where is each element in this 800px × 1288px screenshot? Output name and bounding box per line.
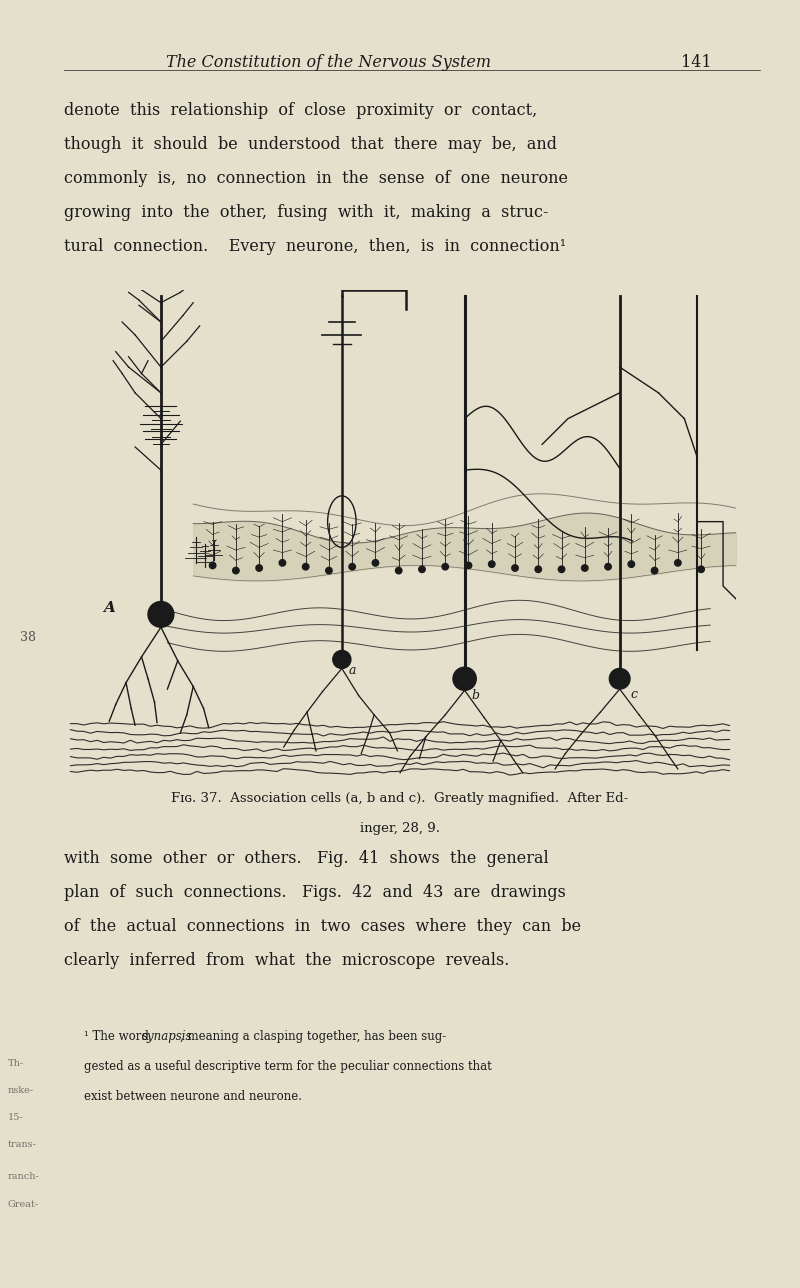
Text: A: A	[102, 600, 114, 614]
Circle shape	[605, 564, 611, 569]
Text: synapsis: synapsis	[142, 1030, 192, 1043]
Circle shape	[326, 567, 332, 574]
Circle shape	[333, 650, 351, 668]
Circle shape	[442, 564, 449, 569]
Text: denote  this  relationship  of  close  proximity  or  contact,: denote this relationship of close proxim…	[64, 102, 538, 118]
Text: gested as a useful descriptive term for the peculiar connections that: gested as a useful descriptive term for …	[84, 1060, 492, 1073]
Circle shape	[395, 567, 402, 574]
Text: clearly  inferred  from  what  the  microscope  reveals.: clearly inferred from what the microscop…	[64, 953, 510, 970]
Text: plan  of  such  connections.   Figs.  42  and  43  are  drawings: plan of such connections. Figs. 42 and 4…	[64, 884, 566, 902]
Text: Great-: Great-	[8, 1200, 39, 1209]
Circle shape	[558, 567, 565, 572]
Circle shape	[582, 564, 588, 572]
Circle shape	[628, 562, 634, 568]
Text: tural  connection.    Every  neurone,  then,  is  in  connection¹: tural connection. Every neurone, then, i…	[64, 238, 566, 255]
Text: c: c	[630, 688, 637, 701]
Text: with  some  other  or  others.   Fig.  41  shows  the  general: with some other or others. Fig. 41 shows…	[64, 850, 549, 867]
Circle shape	[512, 564, 518, 572]
Circle shape	[349, 564, 355, 569]
Circle shape	[233, 567, 239, 574]
Circle shape	[610, 668, 630, 689]
Text: trans-: trans-	[8, 1140, 37, 1149]
Circle shape	[372, 559, 378, 567]
Circle shape	[651, 567, 658, 574]
Circle shape	[489, 562, 495, 568]
Text: Fɪɢ. 37.  Association cells (a, b and c).  Greatly magnified.  After Ed-: Fɪɢ. 37. Association cells (a, b and c).…	[171, 792, 629, 805]
Text: Th-: Th-	[8, 1059, 24, 1068]
Text: b: b	[471, 689, 479, 702]
Text: nske-: nske-	[8, 1086, 34, 1095]
Circle shape	[256, 564, 262, 572]
Circle shape	[466, 562, 472, 569]
Text: commonly  is,  no  connection  in  the  sense  of  one  neurone: commonly is, no connection in the sense …	[64, 170, 568, 187]
Text: exist between neurone and neurone.: exist between neurone and neurone.	[84, 1090, 302, 1103]
Text: inger, 28, 9.: inger, 28, 9.	[360, 822, 440, 835]
Circle shape	[302, 564, 309, 569]
Circle shape	[148, 601, 174, 627]
Text: ​, meaning a clasping together, has been sug-: ​, meaning a clasping together, has been…	[180, 1030, 446, 1043]
Circle shape	[418, 567, 426, 572]
Text: ¹ The word ​: ¹ The word ​	[84, 1030, 153, 1043]
Text: though  it  should  be  understood  that  there  may  be,  and: though it should be understood that ther…	[64, 137, 557, 153]
Text: growing  into  the  other,  fusing  with  it,  making  a  struc-: growing into the other, fusing with it, …	[64, 204, 549, 222]
Circle shape	[698, 567, 704, 572]
Text: The Constitution of the Nervous System: The Constitution of the Nervous System	[166, 54, 490, 71]
Text: ranch-: ranch-	[8, 1172, 40, 1181]
Circle shape	[674, 559, 681, 567]
Circle shape	[210, 562, 216, 569]
Circle shape	[453, 667, 476, 690]
Text: of  the  actual  connections  in  two  cases  where  they  can  be: of the actual connections in two cases w…	[64, 918, 581, 935]
Text: 141: 141	[681, 54, 711, 71]
Text: 15-: 15-	[8, 1113, 24, 1122]
Text: a: a	[348, 663, 356, 676]
Circle shape	[535, 567, 542, 572]
Text: 38: 38	[20, 631, 36, 644]
Circle shape	[279, 559, 286, 567]
